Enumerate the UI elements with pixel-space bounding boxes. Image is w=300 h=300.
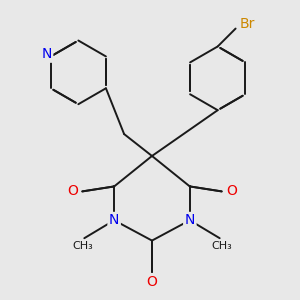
Text: Br: Br [240,16,255,31]
Text: O: O [67,184,78,198]
Text: N: N [184,213,195,227]
Text: O: O [226,184,237,198]
Text: CH₃: CH₃ [211,241,232,251]
Text: N: N [109,213,119,227]
Text: N: N [42,47,52,61]
Text: CH₃: CH₃ [72,241,93,251]
Text: O: O [147,275,158,290]
Text: N: N [184,213,195,227]
Text: N: N [109,213,119,227]
